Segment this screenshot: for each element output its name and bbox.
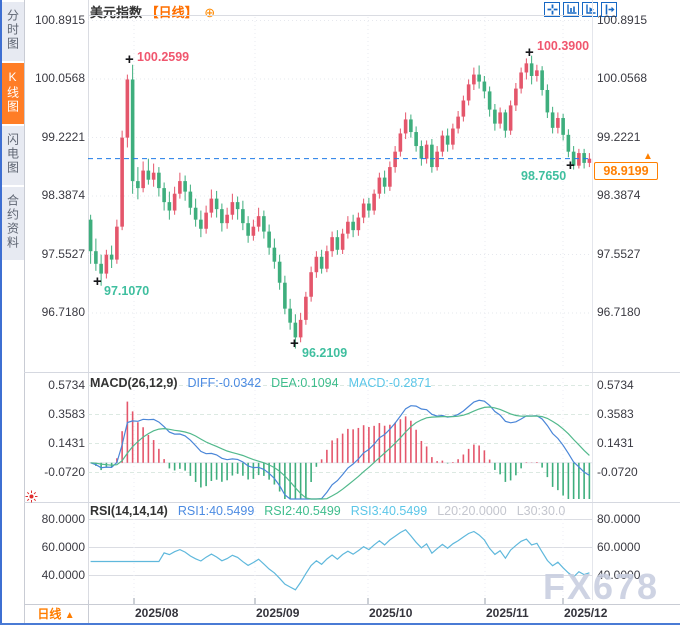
- macd-axis-label: 0.5734: [597, 378, 634, 392]
- annotation-low-sep: 96.2109: [302, 346, 348, 360]
- rsi-chart-canvas[interactable]: [88, 505, 592, 600]
- high-marker-cross: +: [125, 51, 134, 68]
- rsi-header: RSI(14,14,14) RSI1:40.5499 RSI2:40.5499 RSI…: [90, 504, 590, 518]
- macd-header: MACD(26,12,9) DIFF:-0.0342 DEA:0.1094 MACD:…: [90, 376, 590, 390]
- sidebar-tab-label: 闪电图: [5, 133, 20, 175]
- sidebar-tab-timeline-chart[interactable]: 分时图: [2, 2, 24, 61]
- period-selector[interactable]: 日线 ▲: [24, 605, 88, 623]
- pan-to-end-icon[interactable]: [601, 2, 617, 17]
- rsi2-value: RSI2:40.5499: [264, 504, 341, 518]
- sidebar-tab-label: K线图: [5, 70, 20, 114]
- macd-pane-separator: [24, 372, 680, 373]
- crosshair-icon[interactable]: [544, 2, 560, 17]
- macd-diff-value: DIFF:-0.0342: [187, 376, 262, 390]
- low-marker-cross: +: [566, 157, 575, 174]
- period-badge: 【日线】: [145, 5, 198, 20]
- symbol-name: 美元指数: [90, 5, 143, 20]
- axis-bars-icon[interactable]: [563, 2, 579, 17]
- sidebar-tab-lightning-chart[interactable]: 闪电图: [2, 126, 24, 185]
- sidebar-tab-label: 合约资料: [5, 194, 20, 250]
- price-axis-label: 100.0568: [597, 71, 648, 85]
- price-up-arrow-icon: ▲: [643, 151, 653, 162]
- high-marker-cross: +: [525, 44, 534, 61]
- rsi-axis-label: 60.0000: [41, 540, 85, 554]
- price-axis-label: 98.3874: [597, 188, 641, 202]
- plot-left-border: [88, 0, 89, 623]
- xaxis-line: [24, 604, 680, 605]
- annotation-high-aug: 100.2599: [137, 50, 190, 64]
- xaxis-ticks: [133, 598, 564, 604]
- rsi-axis-label: 40.0000: [597, 568, 641, 582]
- rsi-axis-label: 80.0000: [41, 512, 85, 526]
- macd-axis-label: -0.0720: [597, 465, 638, 479]
- price-axis-label: 100.8915: [597, 13, 648, 27]
- low-marker-cross: +: [290, 335, 299, 352]
- macd-macd-value: MACD:-0.2871: [348, 376, 432, 390]
- xaxis-month-label: 2025/08: [135, 606, 179, 620]
- xaxis-month-label: 2025/11: [486, 606, 529, 620]
- price-axis-label: 96.7180: [41, 305, 85, 319]
- sidebar-tab-contract-info[interactable]: 合约资料: [2, 187, 24, 260]
- period-selector-label: 日线: [37, 607, 62, 621]
- sidebar: 分时图 K线图 闪电图 合约资料: [2, 0, 25, 623]
- circle-plus-icon[interactable]: ⊕: [204, 5, 216, 20]
- rsi3-value: RSI3:40.5499: [350, 504, 428, 518]
- rsi-l20-value: L20:20.0000: [437, 504, 507, 518]
- price-axis-label: 98.3874: [41, 188, 85, 202]
- xaxis-month-label: 2025/10: [369, 606, 413, 620]
- macd-title: MACD(26,12,9): [90, 376, 178, 390]
- price-axis-label: 100.8915: [34, 13, 85, 27]
- macd-dea-value: DEA:0.1094: [271, 376, 339, 390]
- price-axis-label: 97.5527: [597, 247, 641, 261]
- low-marker-cross: +: [93, 273, 102, 290]
- rsi-pane-separator: [24, 502, 680, 503]
- rsi-axis-label: 80.0000: [597, 512, 641, 526]
- rsi-axis-label: 60.0000: [597, 540, 641, 554]
- annotation-low-jul: 97.1070: [104, 284, 150, 298]
- chart-toolbar: [544, 2, 617, 17]
- rsi-title: RSI(14,14,14): [90, 504, 168, 518]
- live-flash-icon[interactable]: [25, 490, 38, 503]
- macd-axis-label: -0.0720: [44, 465, 85, 479]
- plot-right-border: [592, 0, 593, 600]
- annotation-high-nov: 100.3900: [537, 39, 590, 53]
- xaxis-left-tick: [88, 600, 89, 623]
- xaxis-month-label: 2025/09: [256, 606, 300, 620]
- macd-axis-label: 0.5734: [48, 378, 85, 392]
- macd-axis-label: 0.3583: [48, 407, 85, 421]
- sidebar-tab-label: 分时图: [5, 9, 20, 51]
- price-pane-top-border: [88, 15, 592, 16]
- triangle-up-icon: ▲: [64, 610, 75, 621]
- macd-axis-label: 0.3583: [597, 407, 634, 421]
- rsi1-value: RSI1:40.5499: [177, 504, 255, 518]
- window-border-left: [0, 0, 2, 625]
- macd-axis-label: 0.1431: [597, 436, 634, 450]
- price-chart-canvas[interactable]: [88, 15, 592, 370]
- axis-play-icon[interactable]: [582, 2, 598, 17]
- price-axis-label: 99.2221: [597, 130, 641, 144]
- sidebar-tab-candlestick-chart[interactable]: K线图: [2, 63, 24, 124]
- window-border-bottom: [0, 623, 680, 625]
- price-axis-label: 99.2221: [41, 130, 85, 144]
- macd-chart-canvas[interactable]: [88, 376, 592, 502]
- price-axis-label: 97.5527: [41, 247, 85, 261]
- annotation-low-nov: 98.7650: [521, 169, 567, 183]
- chart-title: 美元指数 【日线】 ⊕: [90, 2, 216, 20]
- rsi-axis-label: 40.0000: [41, 568, 85, 582]
- xaxis-month-label: 2025/12: [564, 606, 608, 620]
- price-axis-label: 100.0568: [34, 71, 85, 85]
- rsi-l30-value: L30:30.0: [516, 504, 566, 518]
- fx678-watermark: FX678: [543, 566, 660, 607]
- macd-axis-label: 0.1431: [48, 436, 85, 450]
- price-axis-label: 96.7180: [597, 305, 641, 319]
- current-price-tag: 98.9199: [594, 162, 658, 180]
